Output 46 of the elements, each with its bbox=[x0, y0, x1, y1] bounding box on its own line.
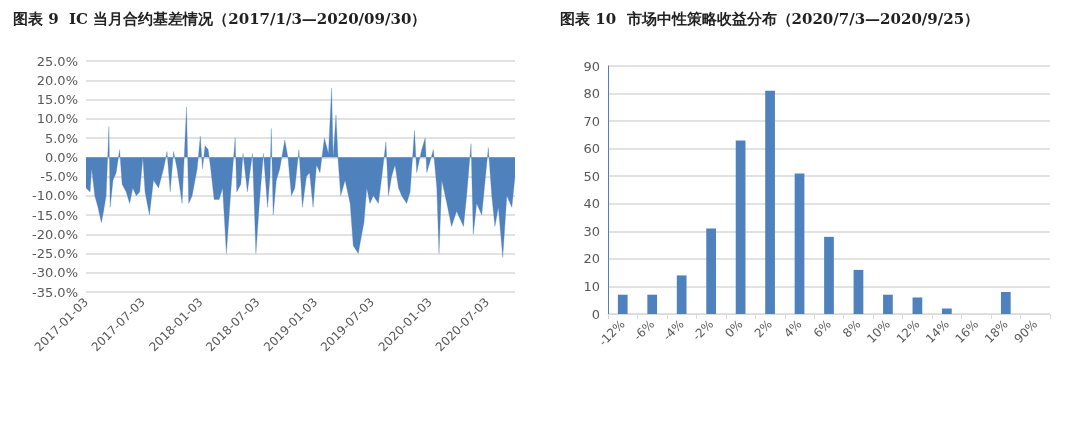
bar bbox=[912, 297, 923, 314]
bar bbox=[706, 228, 716, 314]
y-tick-label: -35.0% bbox=[32, 284, 78, 300]
y-tick-label: 10 bbox=[583, 278, 600, 294]
bar bbox=[883, 294, 893, 314]
y-tick-label: 20.0% bbox=[36, 72, 78, 88]
bar bbox=[1000, 291, 1011, 314]
x-tick-label: 0% bbox=[722, 317, 746, 341]
bar bbox=[765, 90, 775, 314]
y-tick-label: 70 bbox=[583, 113, 600, 129]
y-tick-label: -15.0% bbox=[32, 207, 78, 223]
y-tick-label: 40 bbox=[583, 196, 600, 212]
y-tick-label: -5.0% bbox=[40, 169, 78, 184]
y-tick-label: 80 bbox=[583, 86, 600, 102]
y-tick-label: 20 bbox=[583, 251, 600, 267]
bar bbox=[794, 173, 805, 314]
y-tick-label: -10.0% bbox=[32, 188, 78, 204]
x-tick-label: -6% bbox=[630, 317, 658, 344]
y-tick-label: 90 bbox=[583, 58, 600, 74]
y-tick-label: -30.0% bbox=[32, 265, 78, 281]
bar bbox=[647, 294, 658, 314]
bar bbox=[853, 269, 864, 314]
y-tick-label: 50 bbox=[583, 168, 600, 184]
x-tick-label: 8% bbox=[840, 317, 864, 341]
bar bbox=[617, 294, 628, 314]
y-tick-label: 60 bbox=[583, 141, 600, 157]
y-tick-label: 5.0% bbox=[44, 130, 78, 146]
y-tick-label: 25.0% bbox=[36, 53, 78, 69]
x-tick-label: 6% bbox=[810, 317, 834, 341]
y-tick-label: 0.0% bbox=[44, 149, 78, 165]
y-tick-label: -25.0% bbox=[32, 246, 78, 261]
x-tick-label: 2% bbox=[751, 317, 776, 341]
x-tick-label: -4% bbox=[660, 317, 687, 344]
bar bbox=[824, 236, 834, 314]
y-tick-label: 0 bbox=[591, 306, 600, 322]
x-tick-label: -2% bbox=[689, 317, 717, 344]
y-tick-label: 10.0% bbox=[36, 111, 78, 127]
y-tick-label: -20.0% bbox=[32, 226, 78, 242]
chart-title: 图表 10 市场中性策略收益分布（2020/7/3—2020/9/25） bbox=[560, 9, 980, 28]
bar bbox=[942, 308, 952, 314]
chart-title: 图表 9 IC 当月合约基差情况（2017/1/3—2020/09/30） bbox=[13, 9, 427, 28]
x-tick-label: 4% bbox=[781, 317, 805, 341]
y-tick-label: 30 bbox=[583, 223, 600, 239]
bar bbox=[735, 140, 746, 314]
y-tick-label: 15.0% bbox=[36, 92, 78, 107]
bar bbox=[676, 275, 687, 314]
